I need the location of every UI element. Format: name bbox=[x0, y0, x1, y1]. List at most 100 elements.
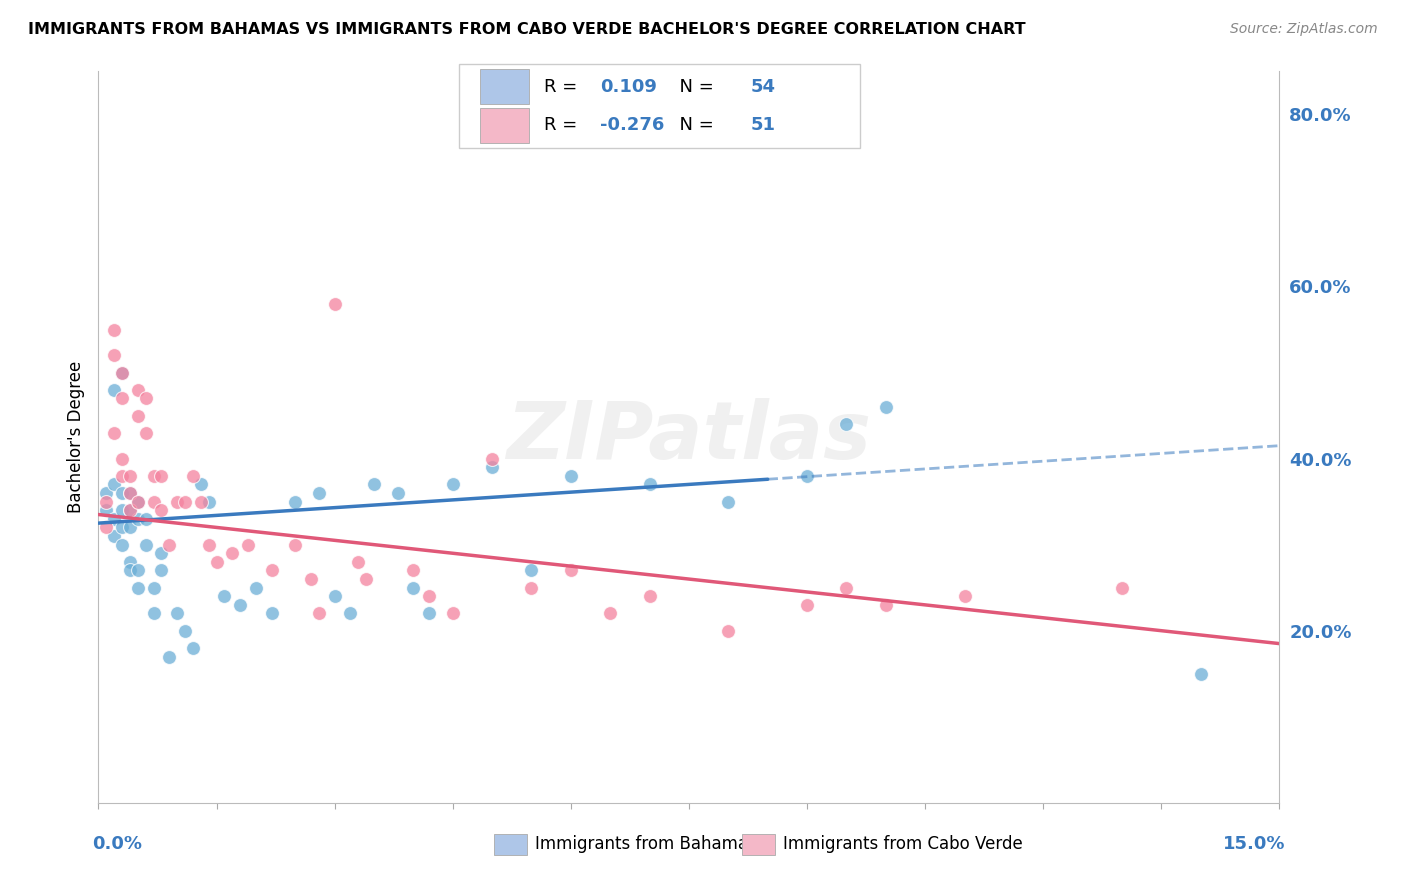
Point bbox=[717, 624, 740, 638]
Point bbox=[284, 494, 307, 508]
Point bbox=[150, 546, 173, 560]
Point bbox=[118, 503, 141, 517]
Point bbox=[402, 564, 425, 578]
Point bbox=[118, 564, 141, 578]
Point bbox=[135, 512, 157, 526]
Text: ZIPatlas: ZIPatlas bbox=[506, 398, 872, 476]
Point bbox=[96, 503, 118, 517]
Point bbox=[441, 607, 464, 621]
Point bbox=[181, 468, 204, 483]
Point bbox=[418, 607, 440, 621]
Point bbox=[103, 477, 125, 491]
Point bbox=[111, 392, 134, 406]
Point bbox=[111, 538, 134, 552]
Point bbox=[96, 486, 118, 500]
Text: R =: R = bbox=[544, 78, 582, 95]
Point bbox=[190, 494, 212, 508]
Point bbox=[236, 538, 259, 552]
FancyBboxPatch shape bbox=[458, 64, 860, 148]
Point bbox=[323, 296, 346, 310]
Point bbox=[197, 494, 219, 508]
Text: IMMIGRANTS FROM BAHAMAS VS IMMIGRANTS FROM CABO VERDE BACHELOR'S DEGREE CORRELAT: IMMIGRANTS FROM BAHAMAS VS IMMIGRANTS FR… bbox=[28, 22, 1026, 37]
Point bbox=[284, 538, 307, 552]
Point bbox=[118, 503, 141, 517]
Bar bbox=[494, 833, 527, 855]
Point bbox=[127, 581, 149, 595]
Point bbox=[339, 607, 361, 621]
Point bbox=[103, 425, 125, 440]
Point bbox=[363, 477, 385, 491]
Point bbox=[174, 494, 197, 508]
Point bbox=[260, 564, 283, 578]
Point bbox=[135, 392, 157, 406]
Point bbox=[127, 512, 149, 526]
Point bbox=[796, 468, 818, 483]
Text: R =: R = bbox=[544, 117, 582, 135]
Point bbox=[118, 468, 141, 483]
Bar bbox=[479, 108, 530, 143]
Point bbox=[111, 366, 134, 380]
Point bbox=[190, 477, 212, 491]
Point bbox=[111, 468, 134, 483]
Point bbox=[402, 581, 425, 595]
Point bbox=[299, 572, 322, 586]
Point bbox=[835, 417, 858, 432]
Point bbox=[308, 607, 330, 621]
Point bbox=[638, 589, 661, 603]
Point bbox=[1111, 581, 1133, 595]
Point bbox=[150, 503, 173, 517]
Point bbox=[142, 494, 165, 508]
Point bbox=[166, 494, 188, 508]
Point bbox=[214, 589, 236, 603]
Point bbox=[560, 564, 582, 578]
Point bbox=[127, 494, 149, 508]
Text: 15.0%: 15.0% bbox=[1223, 836, 1285, 854]
Point bbox=[111, 451, 134, 466]
Point bbox=[118, 520, 141, 534]
Point bbox=[418, 589, 440, 603]
Point bbox=[103, 322, 125, 336]
Point bbox=[205, 555, 228, 569]
Text: Immigrants from Bahamas: Immigrants from Bahamas bbox=[536, 836, 758, 854]
Point bbox=[111, 486, 134, 500]
Point bbox=[875, 598, 897, 612]
Point bbox=[166, 607, 188, 621]
Point bbox=[347, 555, 370, 569]
Point bbox=[354, 572, 377, 586]
Point bbox=[560, 468, 582, 483]
Bar bbox=[742, 833, 775, 855]
Point bbox=[197, 538, 219, 552]
Point bbox=[221, 546, 243, 560]
Point bbox=[157, 538, 180, 552]
Point bbox=[127, 383, 149, 397]
Point bbox=[174, 624, 197, 638]
Point bbox=[103, 383, 125, 397]
Point bbox=[717, 494, 740, 508]
Bar bbox=[479, 70, 530, 104]
Point bbox=[157, 649, 180, 664]
Point bbox=[150, 468, 173, 483]
Point bbox=[142, 607, 165, 621]
Point bbox=[118, 486, 141, 500]
Point bbox=[127, 409, 149, 423]
Text: 54: 54 bbox=[751, 78, 775, 95]
Point bbox=[953, 589, 976, 603]
Point bbox=[111, 503, 134, 517]
Point bbox=[142, 468, 165, 483]
Point bbox=[181, 640, 204, 655]
Text: Immigrants from Cabo Verde: Immigrants from Cabo Verde bbox=[783, 836, 1024, 854]
Point bbox=[387, 486, 409, 500]
Point bbox=[245, 581, 267, 595]
Text: -0.276: -0.276 bbox=[600, 117, 665, 135]
Point bbox=[599, 607, 621, 621]
Point bbox=[135, 425, 157, 440]
Y-axis label: Bachelor's Degree: Bachelor's Degree bbox=[66, 361, 84, 513]
Point bbox=[481, 451, 503, 466]
Point bbox=[142, 581, 165, 595]
Point bbox=[103, 512, 125, 526]
Point bbox=[260, 607, 283, 621]
Point bbox=[481, 460, 503, 475]
Point bbox=[103, 348, 125, 362]
Point bbox=[796, 598, 818, 612]
Point bbox=[96, 494, 118, 508]
